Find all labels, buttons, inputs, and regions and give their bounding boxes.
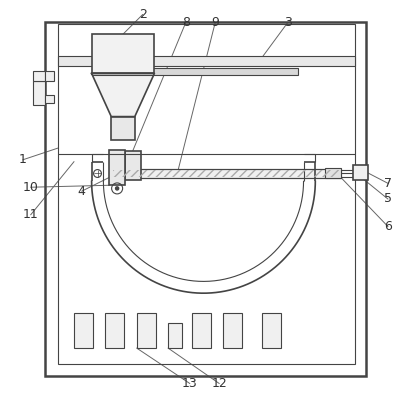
Text: 7: 7: [384, 177, 392, 190]
Bar: [58, 56, 355, 66]
Bar: [111, 169, 341, 178]
Bar: [109, 150, 125, 185]
Text: 13: 13: [182, 377, 197, 390]
Bar: [33, 81, 44, 105]
Bar: [168, 323, 182, 348]
Text: 5: 5: [384, 193, 392, 205]
Bar: [91, 68, 298, 75]
Bar: [125, 151, 141, 180]
Bar: [111, 117, 135, 140]
Text: 10: 10: [23, 181, 39, 194]
Bar: [137, 313, 156, 348]
Bar: [192, 313, 210, 348]
Bar: [33, 72, 44, 81]
Text: 3: 3: [284, 16, 292, 29]
Circle shape: [116, 187, 119, 190]
Bar: [44, 72, 54, 81]
Text: 1: 1: [19, 153, 27, 166]
Bar: [44, 95, 54, 103]
Text: 8: 8: [182, 16, 190, 29]
Text: 2: 2: [139, 8, 147, 21]
Bar: [325, 168, 341, 178]
Bar: [74, 313, 93, 348]
Polygon shape: [91, 73, 154, 117]
Text: 9: 9: [211, 16, 219, 29]
Text: 4: 4: [78, 185, 86, 198]
Bar: [113, 170, 339, 177]
Bar: [223, 313, 242, 348]
Text: 12: 12: [211, 377, 227, 390]
Text: 11: 11: [23, 208, 39, 221]
Bar: [58, 24, 355, 364]
Bar: [353, 165, 368, 180]
Text: 6: 6: [384, 220, 392, 233]
Bar: [105, 313, 124, 348]
Bar: [44, 22, 366, 376]
Bar: [262, 313, 281, 348]
Bar: [91, 34, 154, 73]
